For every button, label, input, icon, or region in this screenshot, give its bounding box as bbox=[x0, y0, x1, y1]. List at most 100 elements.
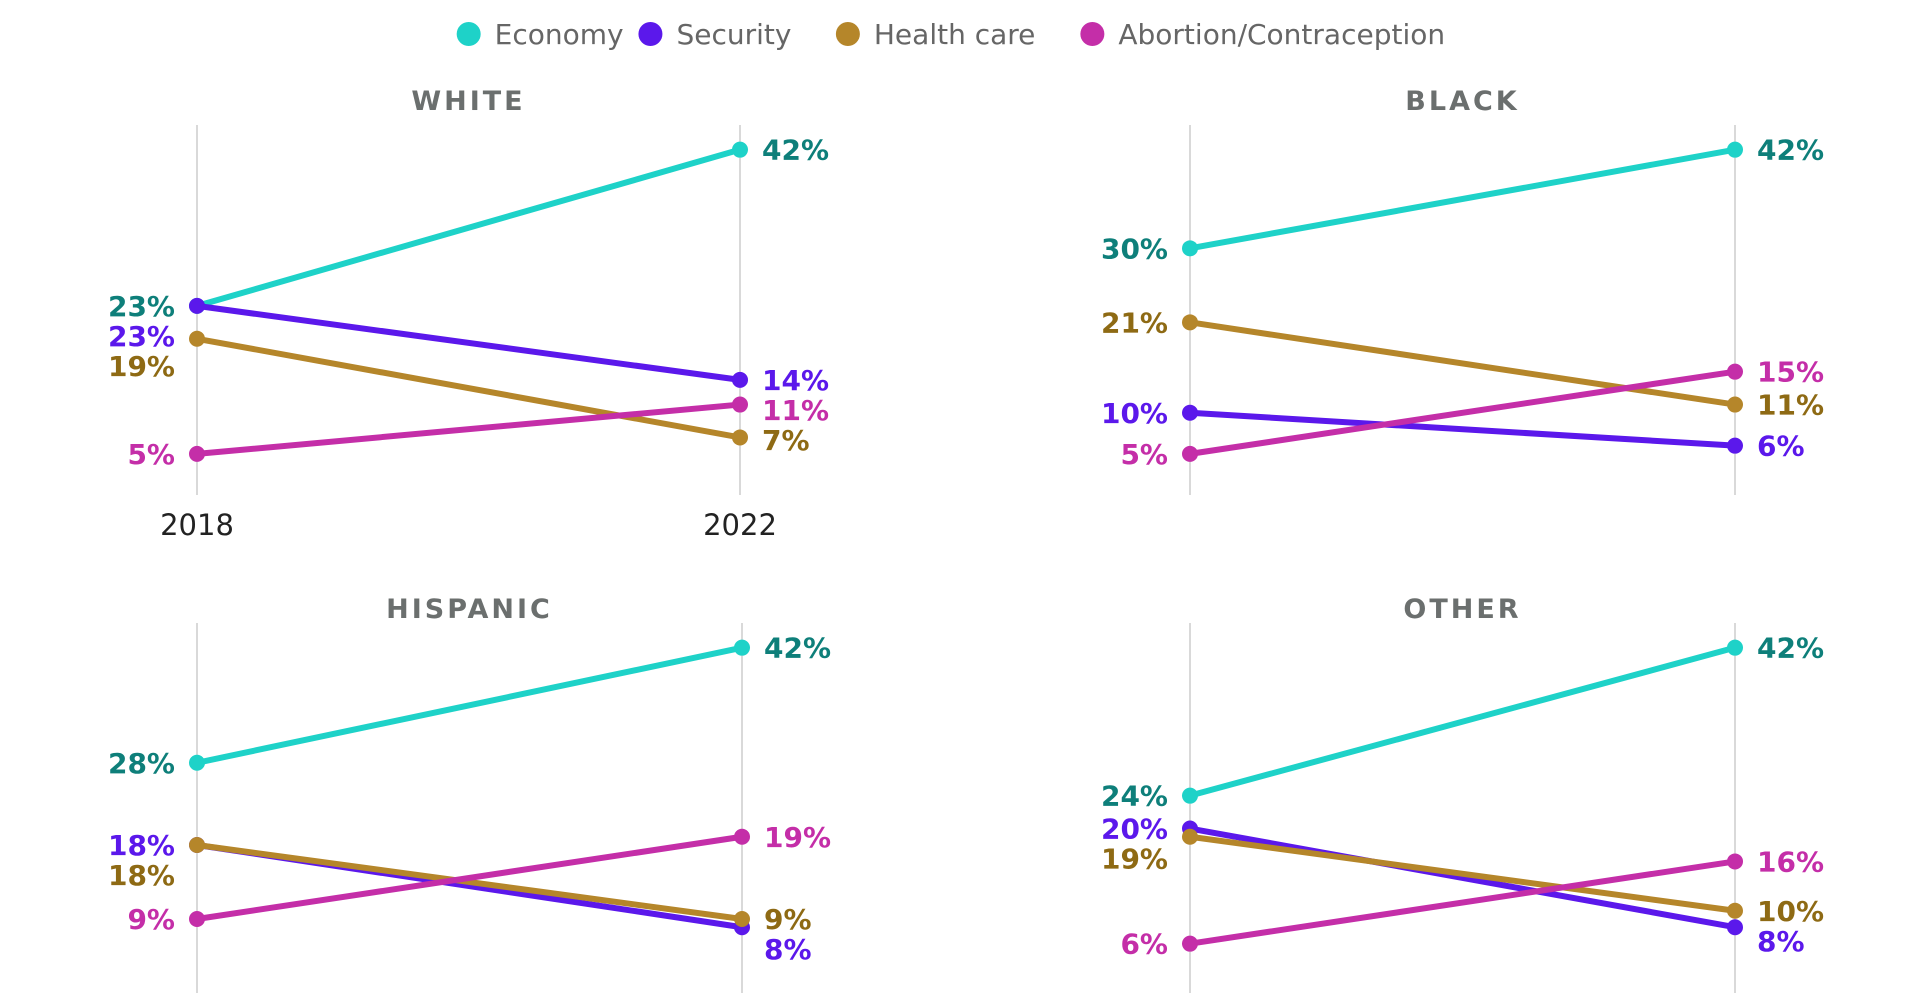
series-line-health-care bbox=[194, 335, 743, 441]
series-line-economy bbox=[1187, 644, 1738, 799]
panel-other: OTHER 24% 42% 20% 8% 19% 10% 6% 16% bbox=[1101, 594, 1824, 993]
data-point-abortion-contraception-2022 bbox=[1727, 853, 1743, 870]
series-line-security bbox=[1187, 409, 1738, 449]
legend: Economy Security Health care Abortion/Contr… bbox=[456, 18, 1445, 51]
data-point-health-care-2022 bbox=[734, 911, 750, 927]
data-label-security-2022: 8% bbox=[1757, 925, 1805, 958]
series-abortion-contraception-black: 5% 15% bbox=[1120, 356, 1824, 471]
data-label-abortion-contraception-2022: 15% bbox=[1757, 356, 1824, 389]
series-line-abortion-contraception bbox=[194, 401, 743, 457]
data-label-abortion-contraception-2022: 19% bbox=[764, 821, 831, 854]
series-economy-white: 23% 42% bbox=[108, 134, 829, 323]
series-line-security bbox=[194, 302, 743, 383]
panel-title-white: WHITE bbox=[411, 86, 525, 117]
legend-swatch-economy bbox=[456, 22, 481, 46]
data-label-economy-2018: 24% bbox=[1101, 780, 1168, 813]
data-point-security-2022 bbox=[732, 371, 748, 388]
data-label-security-2018: 20% bbox=[1101, 813, 1168, 846]
data-point-economy-2018 bbox=[189, 754, 205, 771]
data-point-health-care-2018 bbox=[189, 837, 205, 853]
data-point-health-care-2022 bbox=[1727, 902, 1743, 919]
series-line-economy bbox=[194, 644, 745, 766]
series-line-economy bbox=[1187, 146, 1738, 252]
data-label-security-2018: 18% bbox=[108, 829, 175, 862]
data-point-abortion-contraception-2018 bbox=[189, 445, 205, 462]
data-point-abortion-contraception-2018 bbox=[1182, 935, 1198, 952]
data-label-security-2018: 23% bbox=[108, 320, 175, 353]
series-line-economy bbox=[194, 146, 743, 309]
data-point-health-care-2022 bbox=[1727, 396, 1743, 413]
data-point-economy-2018 bbox=[1182, 787, 1198, 804]
data-label-security-2022: 8% bbox=[764, 933, 812, 966]
x-tick-label-2018: 2018 bbox=[160, 508, 234, 542]
data-label-abortion-contraception-2018: 5% bbox=[1120, 438, 1168, 471]
data-point-abortion-contraception-2022 bbox=[1727, 363, 1743, 380]
panel-hispanic: HISPANIC 28% 42% 18% 8% 18% 9% 9% 19% bbox=[108, 594, 831, 993]
data-label-economy-2022: 42% bbox=[764, 632, 831, 665]
panel-black: BLACK 30% 42% 10% 6% 21% 11% 5% 15% bbox=[1101, 86, 1824, 495]
data-label-health-care-2022: 7% bbox=[762, 424, 810, 457]
data-point-security-2018 bbox=[189, 297, 205, 314]
series-line-abortion-contraception bbox=[1187, 368, 1738, 457]
data-point-economy-2022 bbox=[1727, 639, 1743, 656]
series-security-black: 10% 6% bbox=[1101, 397, 1805, 463]
data-label-economy-2018: 28% bbox=[108, 747, 175, 780]
series-abortion-contraception-other: 6% 16% bbox=[1120, 845, 1824, 960]
series-line-abortion-contraception bbox=[1187, 858, 1738, 947]
series-line-security bbox=[1187, 825, 1738, 931]
series-security-other: 20% 8% bbox=[1101, 813, 1805, 958]
legend-item-abortion-contraception: Abortion/Contraception bbox=[1080, 18, 1445, 51]
legend-label-abortion-contraception: Abortion/Contraception bbox=[1118, 18, 1445, 51]
panel-title-other: OTHER bbox=[1403, 594, 1521, 625]
legend-swatch-security bbox=[638, 22, 663, 46]
data-label-economy-2022: 42% bbox=[762, 134, 829, 167]
series-line-abortion-contraception bbox=[194, 833, 745, 922]
x-tick-label-2022: 2022 bbox=[703, 508, 777, 542]
data-label-health-care-2018: 18% bbox=[108, 859, 175, 892]
data-label-economy-2018: 23% bbox=[108, 290, 175, 323]
data-point-health-care-2022 bbox=[732, 429, 748, 446]
data-point-abortion-contraception-2022 bbox=[732, 396, 748, 413]
data-label-health-care-2018: 19% bbox=[1101, 843, 1168, 876]
data-label-health-care-2018: 21% bbox=[1101, 306, 1168, 339]
series-line-health-care bbox=[1187, 319, 1738, 408]
legend-item-economy: Economy bbox=[456, 18, 624, 51]
data-point-economy-2022 bbox=[1727, 141, 1743, 158]
series-line-health-care bbox=[194, 842, 745, 922]
legend-label-security: Security bbox=[676, 18, 791, 51]
data-point-security-2018 bbox=[1182, 404, 1198, 421]
data-point-security-2022 bbox=[1727, 437, 1743, 454]
series-economy-black: 30% 42% bbox=[1101, 134, 1824, 266]
legend-swatch-abortion-contraception bbox=[1080, 22, 1105, 46]
data-label-security-2022: 6% bbox=[1757, 430, 1805, 463]
data-point-abortion-contraception-2022 bbox=[734, 828, 750, 845]
data-point-abortion-contraception-2018 bbox=[1182, 445, 1198, 462]
panel-title-hispanic: HISPANIC bbox=[386, 594, 553, 625]
data-label-abortion-contraception-2022: 11% bbox=[762, 394, 829, 427]
data-point-health-care-2018 bbox=[1182, 828, 1198, 845]
series-line-health-care bbox=[1187, 833, 1738, 914]
data-label-health-care-2022: 10% bbox=[1757, 895, 1824, 928]
data-label-economy-2018: 30% bbox=[1101, 232, 1168, 265]
series-health-care-other: 19% 10% bbox=[1101, 828, 1824, 928]
legend-swatch-health-care bbox=[835, 22, 860, 46]
legend-label-health-care: Health care bbox=[874, 18, 1036, 51]
data-label-abortion-contraception-2018: 5% bbox=[127, 438, 175, 471]
data-label-security-2022: 14% bbox=[762, 364, 829, 397]
legend-label-economy: Economy bbox=[495, 18, 624, 51]
data-label-abortion-contraception-2018: 6% bbox=[1120, 928, 1168, 961]
data-label-health-care-2018: 19% bbox=[108, 350, 175, 383]
data-label-security-2018: 10% bbox=[1101, 397, 1168, 430]
series-economy-other: 24% 42% bbox=[1101, 632, 1824, 813]
legend-item-health-care: Health care bbox=[835, 18, 1036, 51]
data-label-economy-2022: 42% bbox=[1757, 134, 1824, 167]
series-abortion-contraception-hispanic: 9% 19% bbox=[127, 821, 831, 936]
series-health-care-black: 21% 11% bbox=[1101, 306, 1824, 421]
series-health-care-hispanic: 18% 9% bbox=[108, 837, 812, 936]
data-point-abortion-contraception-2018 bbox=[189, 911, 205, 927]
data-point-health-care-2018 bbox=[1182, 314, 1198, 331]
panel-white: WHITE 2018 2022 23% 42% 23% 14% 19% 7% 5% 11% bbox=[108, 86, 829, 542]
series-health-care-white: 19% 7% bbox=[108, 330, 810, 457]
